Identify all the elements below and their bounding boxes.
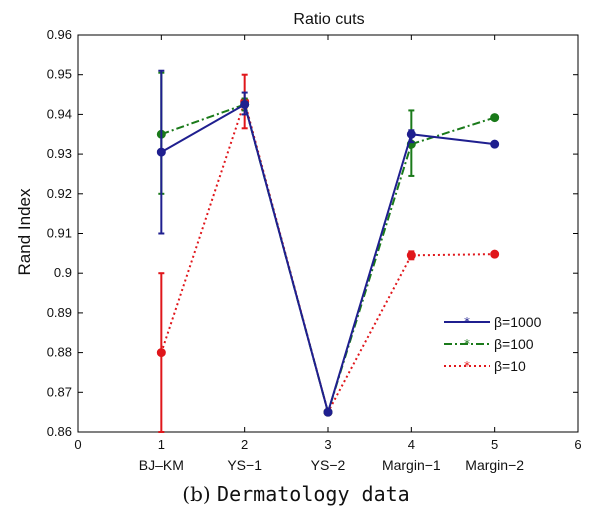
x-tick-label: 1 [158,437,165,452]
category-label: BJ–KM [139,457,184,473]
data-point [490,113,500,123]
caption-prefix: (b) [182,482,218,506]
data-point [490,139,500,149]
category-label: YS−2 [311,457,346,473]
data-point [156,147,166,157]
data-point [406,250,416,260]
chart-title: Ratio cuts [293,11,364,28]
category-label: Margin−1 [382,457,441,473]
y-tick-label: 0.92 [47,186,72,201]
x-tick-label: 6 [574,437,581,452]
x-tick-label: 2 [241,437,248,452]
data-point [406,129,416,139]
x-tick-label: 4 [408,437,415,452]
legend-marker: * [464,315,470,329]
figure-caption: (b) Dermatology data [0,482,592,507]
y-tick-label: 0.86 [47,424,72,439]
legend-label: β=1000 [494,314,542,330]
data-point [490,249,500,259]
y-tick-label: 0.88 [47,345,72,360]
x-tick-label: 0 [74,437,81,452]
y-tick-label: 0.9 [54,265,72,280]
legend-marker: * [464,337,470,351]
legend-marker: * [464,359,470,373]
category-label: Margin−2 [465,457,524,473]
category-label: YS−1 [227,457,262,473]
series-group [156,69,500,417]
legend-label: β=10 [494,358,526,374]
y-tick-label: 0.91 [47,226,72,241]
y-tick-label: 0.87 [47,384,72,399]
y-tick-label: 0.93 [47,146,72,161]
legend: * β=1000 * β=100 * β=10 [436,308,554,380]
data-point [240,99,250,109]
caption-text: Dermatology data [217,482,410,506]
y-tick-label: 0.96 [47,27,72,42]
legend-label: β=100 [494,336,534,352]
data-point [323,407,333,417]
x-tick-label: 3 [324,437,331,452]
y-tick-label: 0.94 [47,106,72,121]
y-tick-label: 0.89 [47,305,72,320]
y-axis-label: Rand Index [15,188,34,275]
y-tick-label: 0.95 [47,67,72,82]
data-point [156,348,166,358]
x-tick-label: 5 [491,437,498,452]
chart-figure: Ratio cuts Rand Index 0.86 0.87 0.88 0.89 0.… [15,11,582,473]
